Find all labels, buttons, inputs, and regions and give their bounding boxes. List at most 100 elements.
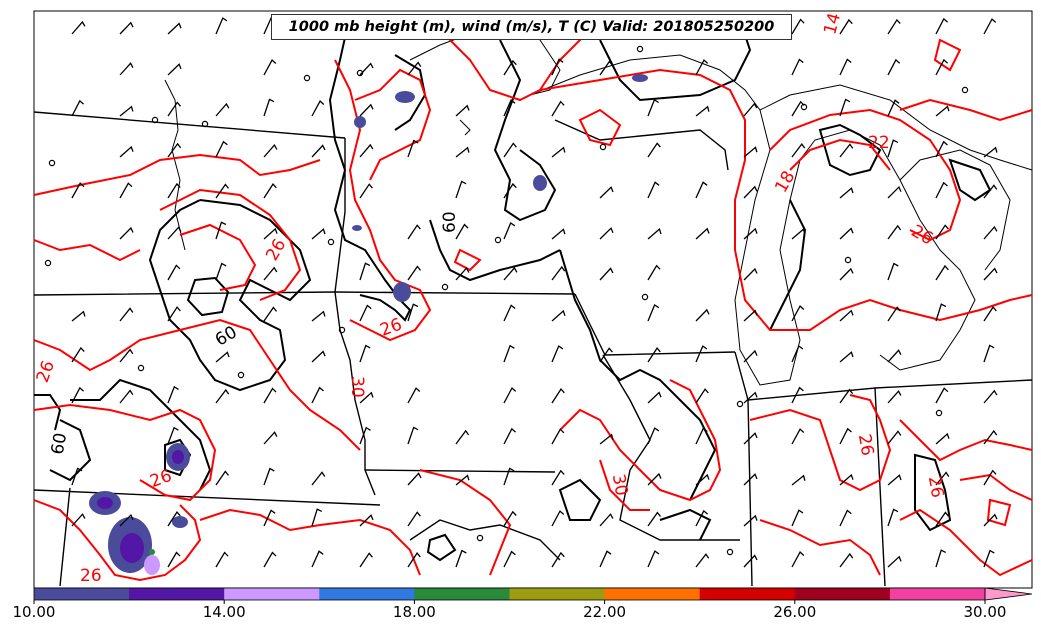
wind-barb [839, 18, 853, 35]
wind-barb [359, 62, 374, 76]
calm-wind-marker [641, 293, 649, 301]
wind-barb [311, 310, 326, 322]
wind-barb [503, 386, 517, 404]
wind-barb [983, 344, 995, 363]
colorbar-tick-label: 14.00 [202, 603, 246, 621]
wind-barb [695, 553, 710, 568]
wind-barb [935, 140, 948, 158]
wind-barb [215, 183, 230, 199]
wind-barb [71, 513, 86, 527]
wind-barb [551, 345, 564, 363]
wind-barb [887, 224, 902, 240]
wind-barb [311, 508, 322, 527]
wind-barb [407, 472, 422, 486]
colorbar-tick-label: 26.00 [773, 603, 817, 621]
wind-barb [743, 267, 758, 281]
wind-barb [215, 262, 227, 281]
wind-barb [503, 59, 517, 76]
wind-barb [455, 223, 469, 240]
wind-barb [887, 306, 901, 322]
temp-label: 30 [347, 376, 367, 398]
wind-barb [263, 306, 278, 322]
colorbar-bin [414, 588, 510, 600]
wind-barb [599, 513, 614, 527]
colorbar-tick-label: 30.00 [963, 603, 1007, 621]
wind-barb [791, 305, 805, 322]
wind-barb [887, 349, 902, 363]
wind-barb [215, 17, 228, 35]
wind-barb [359, 304, 372, 322]
wind-barb [359, 143, 374, 158]
wind-barb [263, 183, 277, 199]
wind-barb [791, 18, 805, 35]
wind-barb [743, 432, 758, 445]
wind-barb [791, 345, 804, 363]
wind-barb [647, 391, 662, 404]
wind-barb [455, 429, 470, 445]
wind-barb [503, 99, 516, 117]
wind-barb [791, 509, 804, 527]
wind-barb [935, 105, 950, 117]
wind-barb [119, 513, 134, 527]
wind-barb [215, 351, 230, 363]
wind-barb [503, 510, 517, 527]
wind-barb [215, 470, 230, 486]
wind-barb [71, 386, 85, 404]
wind-barb [311, 228, 326, 240]
wind-barb [311, 144, 326, 158]
wind-barb [791, 386, 804, 404]
wind-barb [887, 58, 901, 76]
wind-barb [935, 181, 948, 199]
wind-barb [551, 58, 564, 76]
wind-barb [839, 58, 852, 76]
wind-barb [695, 308, 710, 322]
wind-barb [983, 306, 997, 322]
wind-barb [119, 389, 134, 404]
colorbar-outline [33, 587, 986, 601]
wind-barb [503, 182, 517, 199]
wind-barb [503, 142, 517, 158]
wind-barb [119, 348, 134, 363]
wind-barb [311, 471, 326, 486]
wind-barb [839, 98, 851, 117]
wind-barb [407, 303, 419, 322]
wind-barb [503, 550, 516, 568]
temp-label: 26 [924, 475, 947, 500]
wind-barb [263, 387, 277, 404]
calm-wind-marker [494, 236, 502, 244]
wind-barb [215, 551, 229, 568]
wind-barb [839, 388, 854, 404]
wind-barb [743, 391, 758, 404]
wind-barb [503, 222, 516, 240]
wind-barb [887, 508, 899, 527]
wind-barb [359, 262, 371, 281]
wind-barb [503, 467, 515, 486]
wind-barb [119, 105, 134, 117]
wind-barb [695, 59, 709, 76]
wind-barb [791, 428, 805, 445]
wind-barb [983, 267, 998, 281]
wind-barb [647, 142, 661, 158]
height-contours [34, 14, 992, 562]
wind-barb [71, 310, 86, 322]
wind-barb [311, 386, 324, 404]
wind-barb [407, 224, 421, 240]
wind-barb [215, 221, 227, 240]
wind-barb [167, 306, 181, 322]
calm-wind-marker [599, 143, 607, 151]
colorbar-bin [129, 588, 225, 600]
wind-barb [791, 100, 805, 117]
wind-barb [887, 185, 902, 199]
calm-wind-marker [961, 86, 969, 94]
calm-wind-marker [844, 256, 852, 264]
wind-barb [743, 102, 758, 117]
wind-barb [743, 514, 758, 527]
wind-barb [407, 426, 419, 445]
colorbar-bin [224, 588, 320, 600]
wind-barb [599, 347, 613, 363]
wind-barb [839, 552, 854, 568]
wind-barb [935, 432, 950, 445]
calm-wind-marker [736, 400, 744, 408]
height-label: 60 [48, 431, 71, 456]
wind-barb [551, 100, 565, 117]
